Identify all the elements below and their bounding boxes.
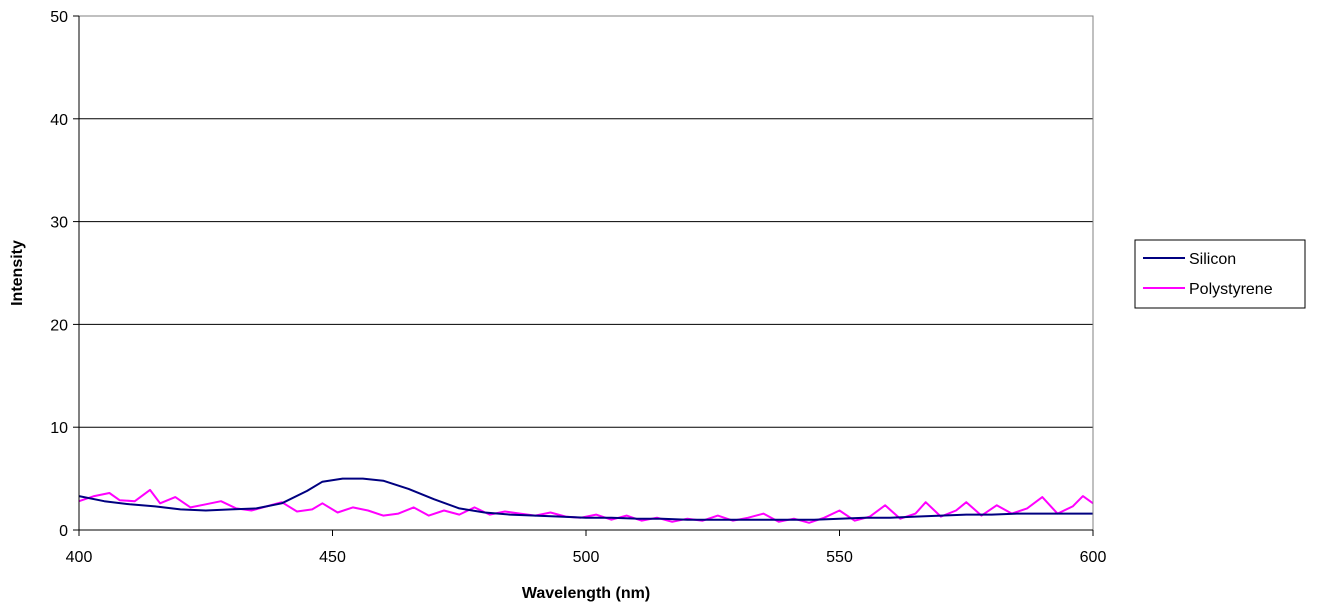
y-tick-label: 10 bbox=[50, 420, 68, 437]
x-axis-title: Wavelength (nm) bbox=[522, 585, 650, 602]
x-tick-label: 400 bbox=[66, 549, 93, 566]
x-axis: 400 450 500 550 600 bbox=[66, 529, 1107, 566]
y-axis: 0 10 20 30 40 50 bbox=[50, 9, 80, 540]
plot-area-frame bbox=[78, 15, 1094, 531]
x-tick-label: 450 bbox=[319, 549, 346, 566]
y-tick-label: 0 bbox=[59, 523, 68, 540]
y-tick-label: 20 bbox=[50, 317, 68, 334]
x-tick-label: 550 bbox=[826, 549, 853, 566]
y-tick-label: 50 bbox=[50, 9, 68, 26]
gridlines bbox=[79, 15, 1093, 531]
legend-box bbox=[1134, 239, 1306, 309]
y-axis-title: Intensity bbox=[9, 240, 26, 306]
y-tick-label: 40 bbox=[50, 112, 68, 129]
legend-label-silicon: Silicon bbox=[1189, 251, 1236, 268]
x-tick-label: 600 bbox=[1080, 549, 1107, 566]
legend: Silicon Polystyrene bbox=[1134, 239, 1306, 309]
x-tick-label: 500 bbox=[573, 549, 600, 566]
y-tick-label: 30 bbox=[50, 215, 68, 232]
series-line-silicon bbox=[78, 477, 1093, 521]
legend-label-polystyrene: Polystyrene bbox=[1189, 281, 1273, 298]
series-layer bbox=[78, 477, 1094, 524]
